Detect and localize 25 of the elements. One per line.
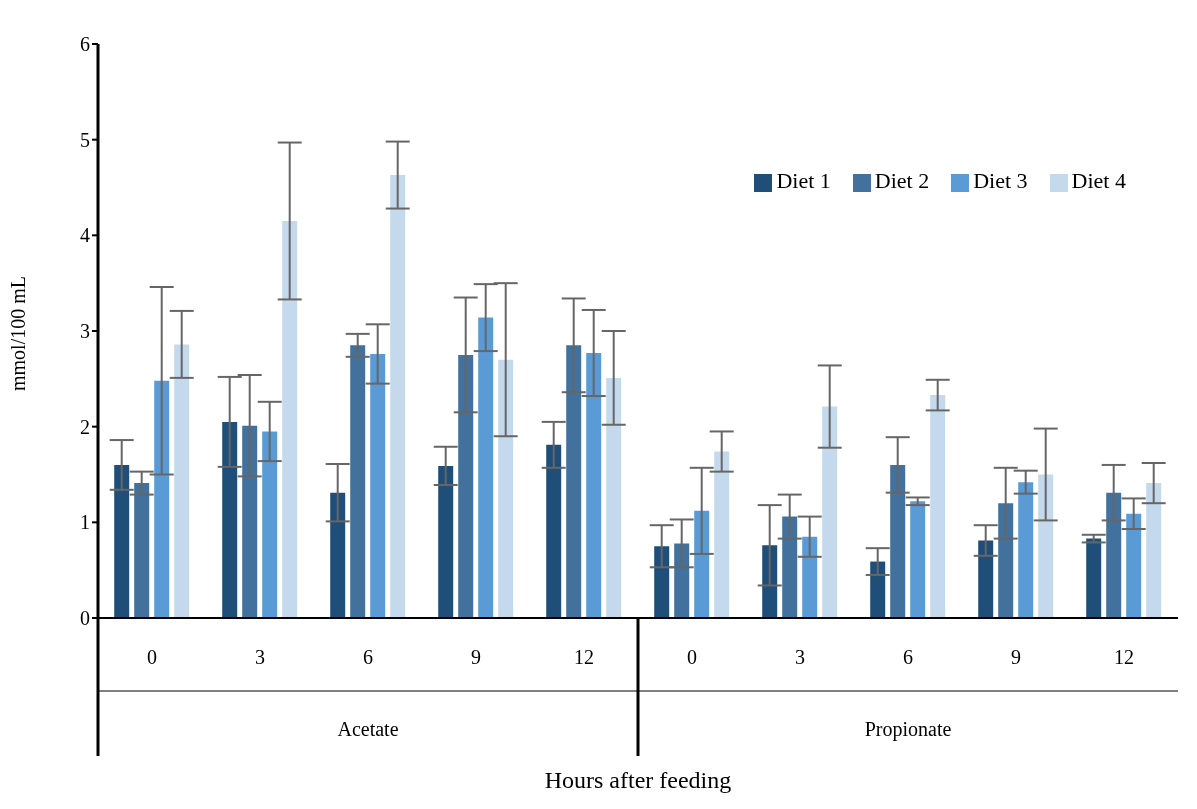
x-tick-label: 12 (1114, 646, 1134, 668)
legend-label: Diet 1 (776, 168, 831, 193)
x-axis-title: Hours after feeding (544, 767, 732, 793)
x-tick-label: 9 (471, 646, 481, 668)
y-tick-label: 5 (80, 128, 90, 151)
y-tick-label: 2 (80, 415, 90, 438)
text: Propionate (864, 718, 952, 741)
x-tick-label: 9 (1011, 646, 1021, 668)
x-tick-label: 3 (795, 646, 805, 668)
x-tick-label: 6 (363, 646, 373, 668)
legend-label: Diet 2 (874, 168, 930, 193)
legend-label: Diet 3 (973, 168, 1028, 193)
y-tick-label: 4 (80, 224, 90, 247)
y-tick-label: 1 (80, 511, 90, 534)
y-axis-title: mmol/100 mL (7, 276, 30, 391)
y-tick-label: 3 (80, 320, 90, 343)
text: Acetate (337, 718, 399, 740)
y-tick-label: 0 (80, 607, 90, 630)
legend-label: Diet 4 (1071, 168, 1126, 193)
y-tick-label: 6 (80, 33, 90, 56)
x-tick-label: 3 (255, 646, 265, 668)
x-tick-label: 0 (147, 646, 157, 668)
x-tick-label: 0 (687, 646, 697, 668)
x-tick-label: 12 (574, 646, 594, 668)
x-tick-label: 6 (903, 646, 913, 668)
